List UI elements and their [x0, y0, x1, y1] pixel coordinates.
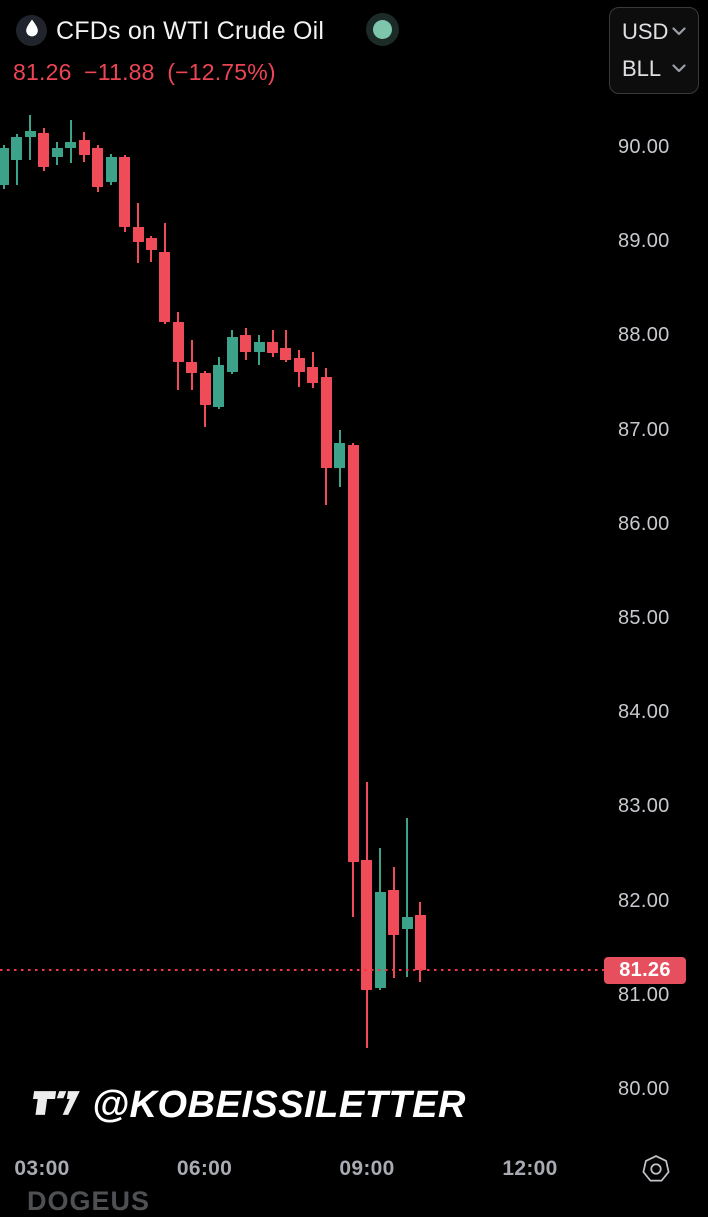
market-status-dot-icon: [373, 20, 392, 39]
candle-body: [11, 136, 23, 161]
chevron-down-icon: [672, 60, 686, 78]
candle-wick: [406, 817, 408, 977]
unit-selector[interactable]: BLL: [610, 51, 698, 88]
candle-body: [186, 361, 198, 374]
candle-wick: [69, 119, 72, 163]
price-change-text: −11.88: [84, 59, 155, 85]
candle-body: [253, 341, 265, 353]
unit-selector-panel: USD BLL: [609, 7, 699, 94]
candle-body: [0, 147, 9, 185]
currency-selector[interactable]: USD: [610, 14, 698, 51]
candle-body: [65, 142, 77, 148]
last-price-line: [0, 969, 604, 972]
market-status-button[interactable]: [366, 13, 399, 46]
candle-body: [334, 442, 346, 469]
candle-wick: [29, 114, 32, 161]
candle-body: [105, 157, 117, 182]
candle-body: [119, 157, 131, 228]
candle-body: [307, 367, 319, 384]
price-axis-label: 85.00: [618, 607, 670, 629]
candle-body: [159, 251, 171, 323]
candle-body: [92, 147, 104, 187]
candle-body: [199, 373, 211, 406]
candle-body: [213, 364, 225, 407]
chart-canvas[interactable]: [0, 0, 604, 1200]
candle-body: [132, 227, 144, 243]
bottom-ticker-partial: DOGEUS: [27, 1186, 151, 1216]
candle-body: [78, 140, 90, 155]
candle-body: [172, 322, 184, 362]
settings-gear-icon[interactable]: [642, 1155, 670, 1183]
price-change-percent-text: (−12.75%): [167, 59, 276, 85]
candle-body: [320, 376, 332, 469]
candle-body: [388, 890, 400, 935]
price-summary: 81.26 −11.88 (−12.75%): [13, 59, 282, 86]
price-axis-label: 81.00: [618, 983, 670, 1006]
price-axis-label: 86.00: [618, 512, 670, 535]
page-title: CFDs on WTI Crude Oil: [56, 17, 325, 45]
candle-body: [38, 132, 50, 167]
price-axis-label: 88.00: [618, 324, 670, 347]
watermark: @KOBEISSILETTER: [28, 1084, 466, 1127]
time-axis-label: 03:00: [14, 1157, 70, 1180]
price-axis-label: 89.00: [618, 230, 670, 253]
candle-body: [280, 347, 292, 360]
price-axis-label: 90.00: [618, 136, 670, 158]
price-axis-label: 80.00: [618, 1078, 670, 1100]
candle-body: [347, 444, 359, 862]
watermark-handle: @KOBEISSILETTER: [92, 1084, 466, 1126]
candle-body: [267, 341, 278, 354]
time-axis-label: 09:00: [339, 1157, 395, 1180]
price-axis-label: 83.00: [618, 795, 670, 818]
time-axis-label: 12:00: [502, 1157, 558, 1180]
chevron-down-icon: [672, 23, 686, 41]
candle-body: [145, 238, 157, 250]
candle-body: [401, 916, 413, 929]
oil-droplet-icon: [22, 18, 42, 43]
last-price-label: 81.26: [604, 956, 686, 984]
candle-body: [293, 358, 305, 373]
candle-body: [226, 337, 238, 373]
candle-body: [374, 892, 386, 989]
time-axis-label: 06:00: [176, 1157, 233, 1180]
candle-body: [414, 914, 426, 971]
price-axis-label: 84.00: [618, 701, 670, 724]
unit-value: BLL: [622, 55, 662, 81]
candle-body: [24, 130, 36, 137]
symbol-icon-badge: [16, 15, 47, 46]
last-price-text: 81.26: [13, 59, 72, 85]
currency-value: USD: [622, 19, 669, 45]
candle-body: [361, 860, 373, 991]
candle-body: [51, 147, 63, 158]
candle-wick: [284, 329, 287, 362]
price-axis-label: 82.00: [618, 889, 670, 912]
price-axis-label: 87.00: [618, 418, 670, 441]
candle-body: [240, 335, 252, 353]
tradingview-logo-icon: [28, 1085, 80, 1126]
